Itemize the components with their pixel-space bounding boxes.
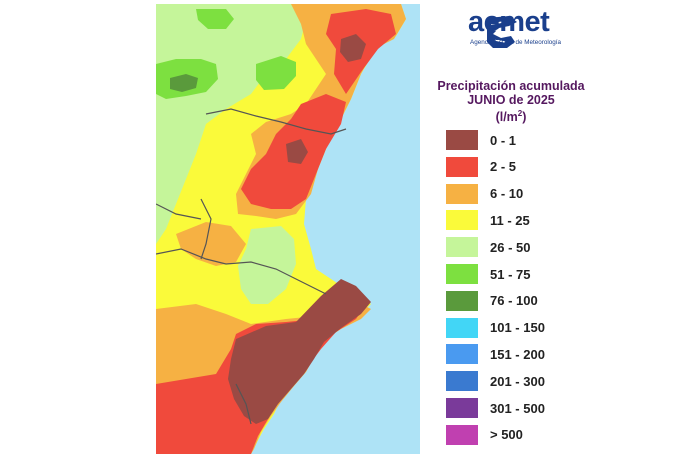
legend-title: Precipitación acumulada JUNIO de 2025 (l… (422, 79, 600, 124)
legend-label: 301 - 500 (490, 400, 545, 416)
legend-label: 51 - 75 (490, 266, 531, 282)
legend-item: 76 - 100 (446, 290, 538, 312)
legend-swatch (446, 210, 478, 231)
precip-zone-0-1-mid (286, 139, 308, 164)
legend-label: 76 - 100 (490, 293, 538, 309)
legend-swatch (446, 237, 478, 258)
legend-item: 0 - 1 (446, 129, 516, 151)
legend-swatch (446, 264, 478, 284)
logo-subtitle: Agencia Estatal de Meteorología (470, 39, 562, 46)
legend-item: 51 - 75 (446, 263, 530, 285)
legend-title-line1: Precipitación acumulada (437, 79, 585, 93)
legend-label: 6 - 10 (490, 186, 524, 202)
legend-item: 101 - 150 (446, 317, 545, 339)
legend-swatch (446, 183, 478, 204)
legend-label: 101 - 150 (490, 320, 545, 336)
legend-swatch (446, 371, 478, 392)
legend-label: 201 - 300 (490, 373, 545, 389)
precip-zone-76-100 (170, 74, 198, 92)
legend-swatch (446, 290, 478, 311)
legend-label: > 500 (490, 427, 523, 443)
legend-item: 301 - 500 (446, 397, 545, 419)
legend-item: 201 - 300 (446, 370, 545, 392)
legend-title-line2: JUNIO de 2025 (467, 93, 555, 107)
legend-swatch (446, 424, 478, 445)
precip-zone-0-1-south (228, 279, 371, 424)
logo-wordmark: aemet (468, 6, 550, 38)
precip-zone-0-1-north (340, 34, 366, 62)
aemet-logo-icon (487, 16, 517, 48)
legend-item: 11 - 25 (446, 209, 530, 231)
legend-label: 151 - 200 (490, 346, 545, 362)
legend-swatch (446, 317, 478, 338)
legend-item: 2 - 5 (446, 156, 516, 178)
precip-zone-51-75-b (256, 56, 296, 90)
legend-swatch (446, 130, 478, 150)
legend-swatch (446, 398, 478, 418)
legend-swatch (446, 344, 478, 365)
legend-unit: (l/m2) (495, 109, 527, 125)
legend-label: 11 - 25 (490, 212, 530, 228)
precip-zone-26-50-central (238, 226, 296, 304)
legend-item: 151 - 200 (446, 343, 545, 365)
legend-item: 26 - 50 (446, 236, 530, 258)
legend-item: > 500 (446, 424, 523, 446)
legend-swatch (446, 156, 478, 177)
precip-zone-6-10-mid (176, 222, 246, 266)
legend-label: 26 - 50 (490, 239, 531, 255)
legend-item: 6 - 10 (446, 183, 523, 205)
province-borders (156, 108, 347, 425)
precip-zone-51-75-c (196, 9, 234, 29)
precipitation-map (156, 4, 420, 454)
legend-label: 2 - 5 (490, 159, 517, 175)
legend-label: 0 - 1 (490, 132, 517, 148)
